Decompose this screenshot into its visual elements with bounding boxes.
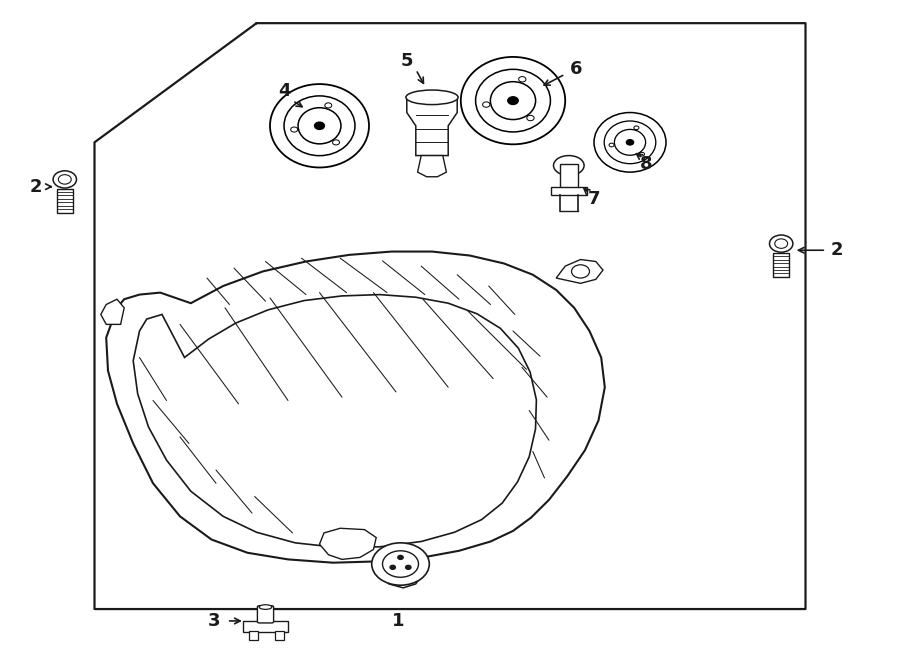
Text: 5: 5	[400, 52, 413, 70]
Polygon shape	[382, 561, 421, 588]
Text: 7: 7	[588, 189, 600, 208]
Circle shape	[382, 551, 418, 577]
Bar	[551, 187, 587, 195]
Bar	[773, 253, 789, 277]
Circle shape	[526, 115, 534, 120]
Text: 6: 6	[570, 60, 582, 78]
Circle shape	[640, 152, 644, 156]
Bar	[274, 631, 284, 640]
Polygon shape	[101, 299, 124, 324]
Ellipse shape	[594, 113, 666, 172]
Polygon shape	[556, 260, 603, 283]
Ellipse shape	[615, 129, 645, 155]
Text: 1: 1	[392, 612, 404, 630]
Circle shape	[626, 140, 634, 145]
Circle shape	[398, 555, 403, 559]
Text: 3: 3	[208, 612, 220, 630]
Polygon shape	[106, 252, 605, 563]
Circle shape	[634, 126, 639, 130]
Circle shape	[482, 102, 490, 107]
Circle shape	[372, 543, 429, 585]
Text: 2: 2	[831, 241, 843, 260]
Circle shape	[406, 565, 411, 569]
Ellipse shape	[491, 81, 536, 120]
Polygon shape	[133, 295, 536, 547]
Circle shape	[572, 265, 590, 278]
Ellipse shape	[259, 605, 272, 609]
Circle shape	[58, 175, 71, 184]
Text: 8: 8	[640, 155, 652, 173]
Polygon shape	[418, 156, 446, 177]
Bar	[560, 164, 578, 189]
Circle shape	[325, 103, 332, 108]
FancyBboxPatch shape	[257, 606, 274, 623]
Ellipse shape	[461, 57, 565, 144]
Bar	[57, 189, 73, 213]
Circle shape	[518, 77, 526, 82]
Text: 2: 2	[30, 177, 42, 196]
Ellipse shape	[298, 108, 341, 144]
Circle shape	[53, 171, 76, 188]
Ellipse shape	[270, 84, 369, 167]
Polygon shape	[320, 528, 376, 559]
Ellipse shape	[406, 90, 458, 105]
Bar	[249, 631, 258, 640]
Circle shape	[390, 565, 395, 569]
Circle shape	[775, 239, 788, 248]
Circle shape	[508, 97, 518, 105]
Circle shape	[291, 127, 298, 132]
Ellipse shape	[554, 156, 584, 175]
Ellipse shape	[284, 96, 355, 156]
Polygon shape	[407, 99, 457, 156]
Circle shape	[315, 122, 324, 129]
Circle shape	[333, 140, 339, 145]
Text: 4: 4	[278, 82, 291, 101]
Ellipse shape	[604, 121, 656, 164]
Bar	[243, 621, 288, 632]
Ellipse shape	[475, 70, 551, 132]
Circle shape	[609, 143, 614, 147]
Circle shape	[770, 235, 793, 252]
